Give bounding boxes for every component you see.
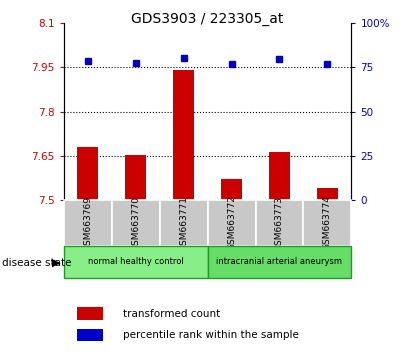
- Text: normal healthy control: normal healthy control: [88, 257, 183, 267]
- Text: ▶: ▶: [52, 258, 61, 268]
- Bar: [303, 200, 351, 246]
- Bar: [64, 246, 208, 278]
- Bar: [112, 200, 159, 246]
- Bar: [77, 307, 103, 320]
- Text: GDS3903 / 223305_at: GDS3903 / 223305_at: [132, 12, 284, 27]
- Text: percentile rank within the sample: percentile rank within the sample: [123, 330, 299, 340]
- Bar: [125, 155, 146, 200]
- Bar: [269, 152, 290, 200]
- Bar: [77, 147, 99, 200]
- Bar: [77, 329, 103, 341]
- Bar: [64, 200, 112, 246]
- Text: intracranial arterial aneurysm: intracranial arterial aneurysm: [217, 257, 342, 267]
- Text: GSM663774: GSM663774: [323, 195, 332, 251]
- Bar: [256, 200, 303, 246]
- Text: disease state: disease state: [2, 258, 72, 268]
- Text: GSM663769: GSM663769: [83, 195, 92, 251]
- Bar: [208, 200, 256, 246]
- Bar: [316, 188, 338, 200]
- Bar: [159, 200, 208, 246]
- Text: GSM663773: GSM663773: [275, 195, 284, 251]
- Text: GSM663771: GSM663771: [179, 195, 188, 251]
- Text: GSM663772: GSM663772: [227, 195, 236, 251]
- Text: GSM663770: GSM663770: [131, 195, 140, 251]
- Bar: [221, 179, 242, 200]
- Bar: [173, 70, 194, 200]
- Text: transformed count: transformed count: [123, 309, 220, 319]
- Bar: [208, 246, 351, 278]
